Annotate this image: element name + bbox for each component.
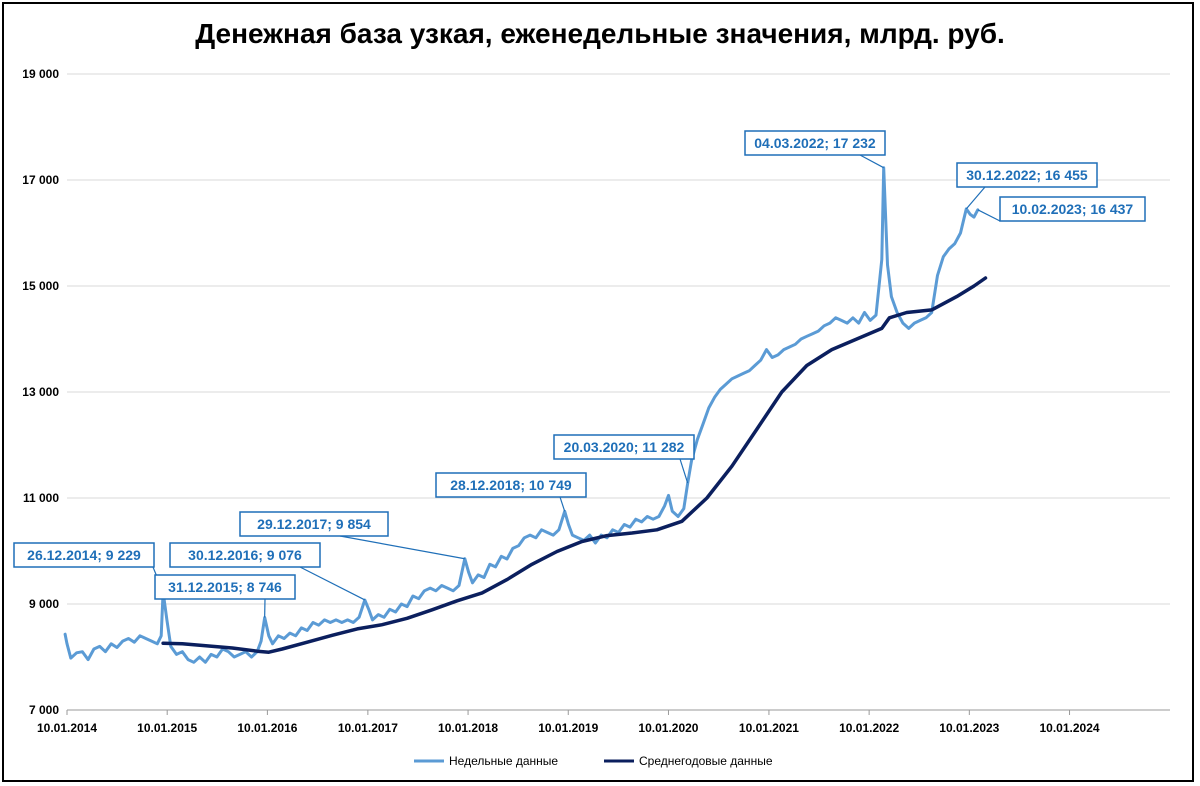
x-tick-label: 10.01.2016 [237,721,297,735]
annotation-leader-line [559,496,566,512]
annotations: 26.12.2014; 9 229 31.12.2015; 8 746 30.12.… [13,130,1146,618]
annotation-leader-line [965,186,986,210]
x-tick-label: 10.01.2017 [338,721,398,735]
x-tick-label: 10.01.2021 [739,721,799,735]
x-tick-label: 10.01.2020 [638,721,698,735]
series-line-weekly [63,166,980,664]
legend-label: Недельные данные [449,754,558,768]
annotation-label: 28.12.2018; 10 749 [450,477,572,493]
annotation-box [956,162,1098,188]
x-tick-label: 10.01.2018 [438,721,498,735]
y-axis: 7 000 9 000 11 000 13 000 15 000 17 000 19 000 [22,67,59,717]
annotation-leader-line [977,209,1001,222]
annotation-label: 26.12.2014; 9 229 [27,547,141,563]
annotation-label: 30.12.2022; 16 455 [966,167,1088,183]
annotation-label: 20.03.2020; 11 282 [564,439,685,455]
series-line-annual-average [161,276,988,654]
y-tick-label: 9 000 [29,597,59,611]
annotation-box [435,472,587,498]
annotation-label: 31.12.2015; 8 746 [168,579,282,595]
y-tick-label: 13 000 [22,385,59,399]
annotation-box [239,511,389,537]
annotation-box [744,130,886,156]
y-tick-label: 15 000 [22,279,59,293]
annotation-box [553,434,695,460]
annotation-label: 04.03.2022; 17 232 [754,135,876,151]
annotation-leader-line [859,154,884,169]
annotation-box [999,196,1146,222]
annotation-label: 10.02.2023; 16 437 [1012,201,1134,217]
x-tick-label: 10.01.2014 [37,721,97,735]
annotation-leader-line [339,535,465,560]
annotation-box [169,542,321,568]
annotation-leader-line [299,566,366,601]
y-tick-label: 19 000 [22,67,59,81]
annotation-label: 29.12.2017; 9 854 [257,516,371,532]
series-lines [63,166,988,664]
y-tick-label: 7 000 [29,703,59,717]
chart-title: Денежная база узкая, еженедельные значен… [195,18,1005,49]
annotation-box [154,574,296,600]
annotation-label: 30.12.2016; 9 076 [188,547,302,563]
y-tick-label: 11 000 [23,491,59,505]
legend-label: Среднегодовые данные [639,754,773,768]
annotation-leader-line [679,458,689,484]
x-axis: 10.01.2014 10.01.2015 10.01.2016 10.01.2017… [37,710,1100,735]
annotation-box [13,542,155,568]
x-tick-label: 10.01.2019 [538,721,598,735]
legend: Недельные данные Среднегодовые данные [414,754,773,768]
x-tick-label: 10.01.2015 [137,721,197,735]
x-tick-label: 10.01.2023 [939,721,999,735]
x-tick-label: 10.01.2022 [839,721,899,735]
x-tick-label: 10.01.2024 [1039,721,1099,735]
y-tick-label: 17 000 [22,173,59,187]
